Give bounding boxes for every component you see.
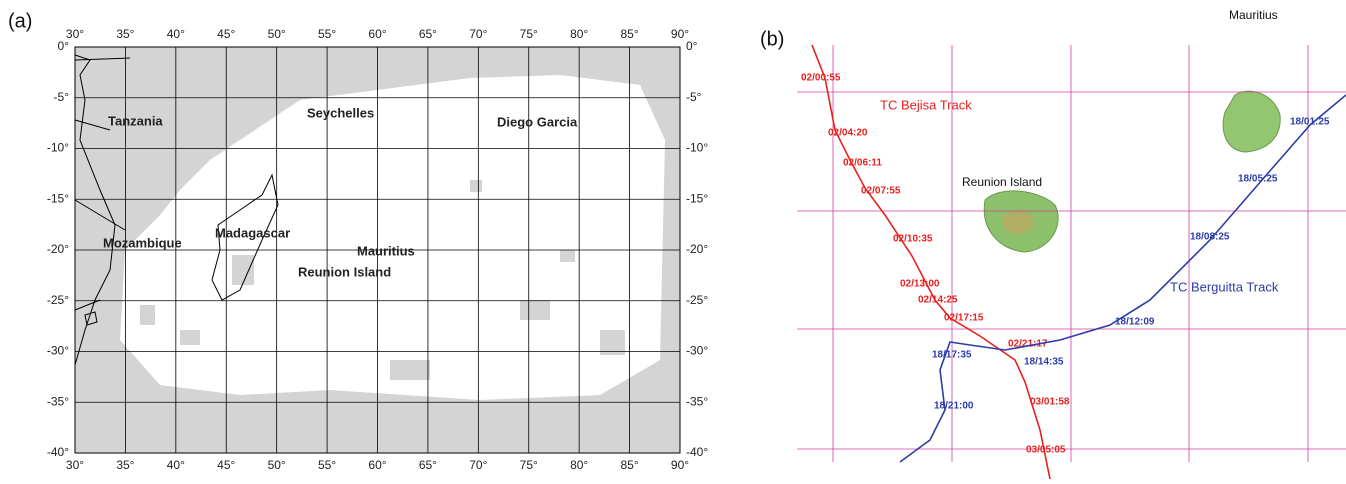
- lon-label: 75°: [520, 458, 538, 472]
- place-label: Reunion Island: [298, 264, 391, 279]
- lon-label: 45°: [217, 458, 235, 472]
- reunion-peak: [1002, 210, 1034, 234]
- lat-label: -40°: [686, 445, 708, 459]
- lat-label: -20°: [686, 242, 708, 256]
- time-label: 18/12:09: [1115, 317, 1155, 328]
- panel-label: (b): [760, 28, 784, 50]
- lat-label: 0°: [686, 39, 698, 53]
- lat-label: -35°: [686, 394, 708, 408]
- lat-label: -5°: [686, 90, 702, 104]
- time-label: 18/17:35: [932, 350, 972, 361]
- mauritius-relief: [1222, 90, 1281, 153]
- lon-label: 30°: [66, 458, 84, 472]
- lat-label: -15°: [686, 191, 708, 205]
- time-label: 03/01:58: [1030, 397, 1070, 408]
- time-label: 02/06:11: [843, 158, 882, 169]
- lat-label: -5°: [54, 90, 70, 104]
- time-label: 02/04:20: [828, 128, 868, 139]
- lon-label: 50°: [268, 27, 286, 41]
- time-label: 03/05:05: [1026, 445, 1066, 456]
- time-label: 02/17:15: [944, 313, 984, 324]
- time-label: 02/10:35: [893, 234, 933, 245]
- time-label: 02/13:00: [900, 279, 940, 290]
- gaps: [140, 180, 625, 380]
- lat-label: -40°: [47, 445, 69, 459]
- lat-label: -10°: [686, 141, 708, 155]
- lat-label: -10°: [47, 141, 69, 155]
- lon-label: 40°: [167, 458, 185, 472]
- lon-label: 55°: [318, 458, 336, 472]
- time-label: 18/05:25: [1238, 174, 1278, 185]
- time-label: 02/00:55: [801, 73, 841, 84]
- lat-label: -25°: [686, 293, 708, 307]
- lon-label: 80°: [570, 27, 588, 41]
- lon-label: 85°: [621, 27, 639, 41]
- time-label: 02/21:17: [1008, 339, 1048, 350]
- lat-label: -20°: [47, 242, 69, 256]
- lon-label: 35°: [116, 27, 134, 41]
- time-label: 02/07:55: [861, 186, 901, 197]
- coastline: [74, 54, 279, 366]
- panel-label: (a): [8, 10, 32, 32]
- lon-label: 85°: [621, 458, 639, 472]
- time-label: 18/21:00: [934, 401, 974, 412]
- time-label: 18/08:25: [1190, 232, 1230, 243]
- lon-label: 80°: [570, 458, 588, 472]
- lon-label: 60°: [368, 458, 386, 472]
- place-label: Mauritius: [357, 243, 415, 258]
- lat-label: -30°: [686, 344, 708, 358]
- lon-label: 50°: [268, 458, 286, 472]
- time-label: 18/14:35: [1024, 357, 1064, 368]
- lon-label: 75°: [520, 27, 538, 41]
- lon-label: 65°: [419, 458, 437, 472]
- lat-label: -15°: [47, 191, 69, 205]
- place-label: Diego Garcia: [497, 114, 578, 129]
- place-label: Mozambique: [103, 235, 182, 250]
- lat-label: 0°: [58, 39, 70, 53]
- track-name: TC Berguitta Track: [1170, 279, 1279, 294]
- lat-label: -25°: [47, 293, 69, 307]
- lon-label: 90°: [671, 458, 689, 472]
- lat-label: -35°: [47, 394, 69, 408]
- lat-label: -30°: [47, 344, 69, 358]
- track-name: TC Bejisa Track: [880, 97, 972, 112]
- track: [899, 94, 1346, 463]
- place-label: Reunion Island: [962, 175, 1042, 189]
- lon-label: 35°: [116, 458, 134, 472]
- track: [811, 44, 1051, 480]
- time-label: 02/14:25: [918, 295, 958, 306]
- lon-label: 55°: [318, 27, 336, 41]
- lon-label: 40°: [167, 27, 185, 41]
- time-label: 18/01:25: [1290, 117, 1330, 128]
- place-label: Madagascar: [215, 225, 290, 240]
- place-label: Tanzania: [108, 113, 163, 128]
- lon-label: 30°: [66, 27, 84, 41]
- lon-label: 70°: [469, 458, 487, 472]
- lon-label: 90°: [671, 27, 689, 41]
- lon-label: 45°: [217, 27, 235, 41]
- lon-label: 65°: [419, 27, 437, 41]
- lon-label: 70°: [469, 27, 487, 41]
- place-label: Mauritius: [1229, 8, 1278, 22]
- lon-label: 60°: [368, 27, 386, 41]
- place-label: Seychelles: [307, 105, 374, 120]
